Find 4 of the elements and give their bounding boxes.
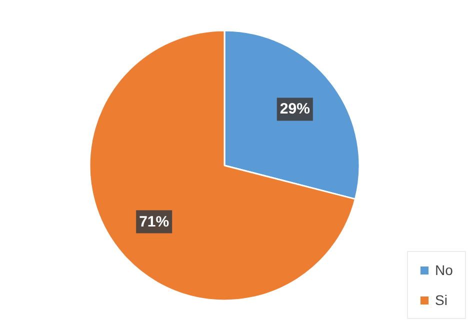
legend-label: Si <box>435 292 448 308</box>
legend-label: No <box>435 262 454 278</box>
data-label: 29% <box>280 100 310 118</box>
data-label: 71% <box>139 213 170 230</box>
